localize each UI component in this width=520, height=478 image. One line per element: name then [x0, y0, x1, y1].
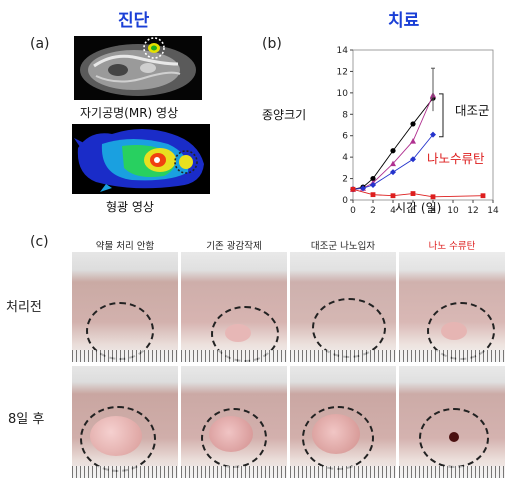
series-line-3	[352, 188, 484, 198]
photo-before-control-nanoparticle	[290, 252, 396, 362]
data-point	[410, 121, 416, 127]
ruler	[290, 350, 396, 362]
panel-label-c: (c)	[30, 234, 49, 250]
tumor-circle	[302, 406, 374, 470]
ruler	[181, 350, 287, 362]
panel-label-a: (a)	[30, 36, 50, 52]
chart-y-axis-label: 종양크기	[262, 108, 307, 122]
fluorescence-image	[72, 124, 210, 194]
x-tick-label: 10	[447, 206, 459, 216]
tumor-circle	[201, 408, 267, 468]
data-point	[390, 169, 396, 176]
ruler	[399, 350, 505, 362]
column-header-conventional-photosensitizer: 기존 광감작제	[206, 241, 262, 252]
photo-day8-nano-grenade	[399, 366, 505, 478]
photo-day8-conventional	[181, 366, 287, 478]
column-header-control-nanoparticle: 대조군 나노입자	[310, 241, 376, 252]
ruler	[290, 466, 396, 478]
tumor-circle	[80, 406, 156, 472]
column-header-nano-grenade: 나노 수류탄	[428, 241, 476, 252]
data-point	[410, 156, 416, 163]
mri-image	[74, 36, 202, 100]
row-label-before-treatment: 처리전	[6, 300, 42, 315]
tumor-size-chart: 0 2 4 6 8 10 12 14 0 2 4 6 8 10 12 14	[337, 46, 499, 216]
data-point	[370, 182, 376, 188]
y-tick-label: 12	[337, 67, 348, 77]
data-point	[390, 193, 396, 199]
y-tick-label: 8	[342, 110, 348, 120]
data-point	[430, 194, 436, 200]
x-tick-label: 8	[430, 206, 436, 216]
plot-area	[352, 49, 494, 201]
data-point	[480, 193, 486, 199]
data-point	[370, 192, 376, 198]
fluorescence-caption: 형광 영상	[106, 200, 154, 214]
photo-before-no-treatment	[72, 252, 178, 362]
row-label-day-8: 8일 후	[8, 412, 45, 427]
y-tick-label: 2	[342, 175, 348, 185]
data-point	[370, 175, 376, 182]
data-point	[410, 191, 416, 196]
y-tick-label: 10	[337, 89, 349, 99]
x-tick-label: 14	[487, 206, 499, 216]
x-tick-label: 12	[467, 206, 478, 216]
photo-before-conventional	[181, 252, 287, 362]
photo-before-nano-grenade	[399, 252, 505, 362]
photo-day8-no-treatment	[72, 366, 178, 478]
ruler	[181, 466, 287, 478]
photo-day8-control-nanoparticle	[290, 366, 396, 478]
x-tick-label: 6	[410, 206, 416, 216]
data-point	[350, 186, 356, 192]
chart-x-axis-label: 시간 (일)	[395, 201, 442, 215]
ruler	[399, 466, 505, 478]
x-tick-label: 4	[390, 206, 396, 216]
y-tick-label: 14	[337, 46, 349, 56]
treatment-heading: 치료	[388, 11, 420, 31]
ruler	[72, 466, 178, 478]
tumor-circle	[419, 408, 489, 468]
x-tick-label: 0	[350, 206, 356, 216]
mri-caption: 자기공명(MR) 영상	[80, 106, 179, 120]
data-point	[410, 138, 416, 144]
tumor-circle	[312, 298, 386, 358]
panel-label-b: (b)	[262, 36, 282, 52]
nano-group-label: 나노수류탄	[427, 151, 485, 166]
ruler	[72, 350, 178, 362]
data-point	[390, 160, 396, 167]
control-group-label: 대조군	[455, 103, 490, 118]
y-tick-label: 6	[342, 132, 348, 142]
y-tick-label: 4	[342, 153, 348, 163]
control-bracket	[439, 93, 444, 138]
x-tick-label: 2	[370, 206, 376, 216]
data-point	[430, 131, 436, 138]
column-header-no-treatment: 약물 처리 안함	[95, 241, 155, 252]
y-tick-label: 0	[342, 196, 348, 206]
diagnosis-heading: 진단	[118, 11, 150, 31]
data-point	[360, 185, 366, 192]
data-point	[390, 148, 396, 154]
